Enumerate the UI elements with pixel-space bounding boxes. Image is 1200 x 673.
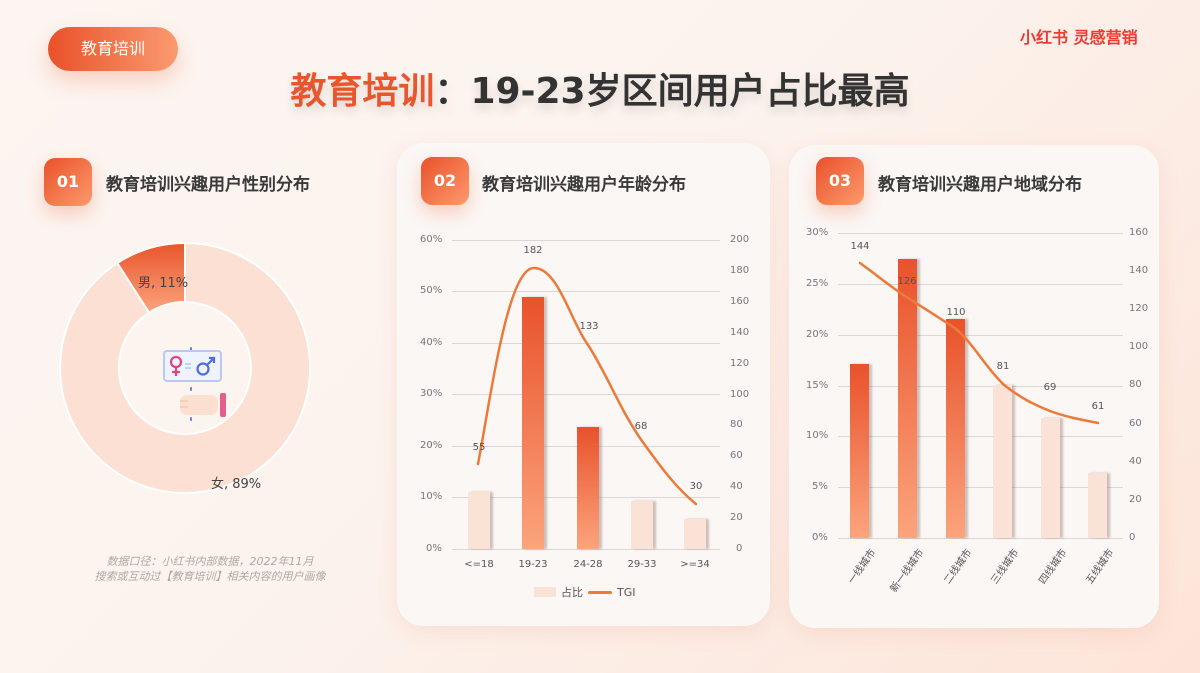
y-tick-right: 80: [730, 419, 743, 430]
y-tick-right: 160: [1129, 227, 1149, 238]
section-title-region: 教育培训兴趣用户地域分布: [878, 175, 1082, 195]
y-tick-right: 180: [730, 265, 750, 276]
tgi-label: 30: [689, 481, 703, 492]
y-tick-left: 30%: [420, 388, 443, 399]
bar-age-19-23: [522, 297, 544, 549]
section-badge-02: 02: [421, 157, 469, 205]
tgi-label: 69: [1043, 382, 1057, 393]
bar-region-new-tier1: [898, 259, 917, 538]
category-pill[interactable]: 教育培训: [48, 27, 178, 71]
x-axis-line: [838, 538, 1123, 539]
x-label: 29-33: [627, 559, 657, 570]
y-tick-left: 5%: [812, 481, 828, 492]
y-tick-right: 140: [1129, 265, 1149, 276]
y-tick-left: 0%: [426, 543, 442, 554]
y-tick-right: 160: [730, 296, 750, 307]
donut-label-female: 女, 89%: [211, 477, 262, 492]
y-tick-left: 20%: [420, 440, 443, 451]
x-axis-line: [452, 549, 720, 550]
gridline: [452, 291, 720, 292]
bar-region-tier3: [993, 385, 1012, 538]
y-tick-right: 0: [1129, 532, 1136, 543]
y-tick-right: 60: [1129, 418, 1142, 429]
y-tick-right: 140: [730, 327, 750, 338]
y-tick-right: 40: [1129, 456, 1142, 467]
gridline: [838, 436, 1123, 437]
x-label: 19-23: [518, 559, 548, 570]
bar-age-24-28: [577, 427, 599, 549]
section-badge-03: 03: [816, 157, 864, 205]
chart-legend: 占比 TGI: [534, 584, 636, 600]
y-tick-right: 100: [1129, 341, 1149, 352]
gender-donut-chart: [59, 241, 312, 494]
legend-label-bar: 占比: [561, 586, 583, 599]
page-title: 教育培训：19-23岁区间用户占比最高: [0, 62, 1200, 114]
bar-region-tier1: [850, 364, 869, 538]
x-label: 24-28: [573, 559, 603, 570]
donut-slice-male: [115, 241, 186, 314]
y-tick-left: 50%: [420, 285, 443, 296]
gridline: [838, 487, 1123, 488]
note-line-2: 搜索或互动过【教育培训】相关内容的用户画像: [94, 570, 326, 583]
gridline: [838, 335, 1123, 336]
section-badge-01: 01: [44, 158, 92, 206]
bar-age-29-33: [631, 501, 653, 549]
y-tick-left: 40%: [420, 337, 443, 348]
y-tick-left: 10%: [420, 491, 443, 502]
gridline: [838, 386, 1123, 387]
data-source-note: 数据口径：小红书内部数据，2022年11月 搜索或互动过【教育培训】相关内容的用…: [40, 554, 380, 584]
y-tick-right: 200: [730, 234, 750, 245]
gender-equality-sign-icon: [163, 347, 226, 424]
bar-region-tier2: [946, 319, 965, 538]
bar-age-ge34: [684, 519, 706, 549]
y-tick-right: 0: [736, 543, 743, 554]
y-tick-right: 120: [1129, 303, 1149, 314]
gridline: [452, 240, 720, 241]
tgi-label: 133: [579, 321, 599, 332]
y-tick-left: 25%: [806, 278, 829, 289]
legend-swatch-bar: [534, 587, 556, 597]
legend-label-line: TGI: [617, 585, 636, 599]
y-tick-left: 15%: [806, 380, 829, 391]
tgi-label: 110: [946, 307, 966, 318]
y-tick-right: 20: [730, 512, 743, 523]
note-line-1: 数据口径：小红书内部数据，2022年11月: [106, 555, 314, 568]
gridline: [838, 284, 1123, 285]
section-title-gender: 教育培训兴趣用户性别分布: [106, 175, 310, 195]
x-label: >=34: [680, 559, 710, 570]
section-title-age: 教育培训兴趣用户年龄分布: [482, 175, 686, 195]
bar-age-le18: [468, 492, 490, 549]
tgi-label: 68: [634, 421, 648, 432]
y-tick-left: 10%: [806, 430, 829, 441]
y-tick-right: 120: [730, 358, 750, 369]
tgi-label: 55: [472, 442, 486, 453]
y-tick-left: 20%: [806, 329, 829, 340]
y-tick-left: 0%: [812, 532, 828, 543]
tgi-label: 182: [523, 245, 543, 256]
tgi-label: 61: [1091, 401, 1105, 412]
y-tick-right: 100: [730, 389, 750, 400]
bar-region-tier5: [1088, 473, 1107, 538]
gridline: [452, 394, 720, 395]
donut-slice-female: [59, 241, 312, 494]
y-tick-right: 20: [1129, 494, 1142, 505]
y-tick-right: 60: [730, 450, 743, 461]
y-tick-left: 60%: [420, 234, 443, 245]
brand-logo: 小红书 灵感营销: [1020, 28, 1138, 47]
tgi-label: 126: [897, 276, 917, 287]
y-tick-right: 40: [730, 481, 743, 492]
gridline: [838, 233, 1123, 234]
legend-swatch-line: [588, 590, 612, 594]
y-tick-left: 30%: [806, 227, 829, 238]
title-rest: ：19-23岁区间用户占比最高: [434, 71, 910, 112]
donut-label-male: 男, 11%: [138, 276, 189, 291]
x-label: <=18: [464, 559, 494, 570]
y-tick-right: 80: [1129, 379, 1142, 390]
title-highlight: 教育培训: [290, 71, 435, 112]
tgi-label: 81: [996, 361, 1010, 372]
tgi-label: 144: [850, 241, 870, 252]
bar-region-tier4: [1041, 418, 1060, 538]
